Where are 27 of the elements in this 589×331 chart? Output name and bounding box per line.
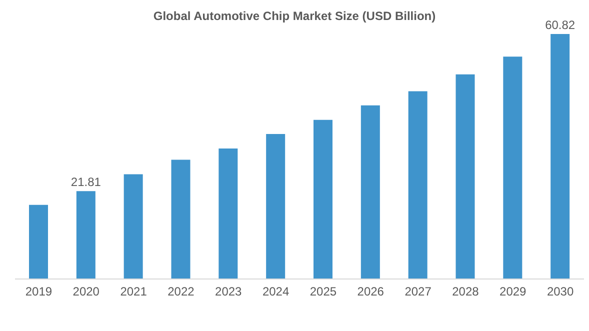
x-tick-label: 2019: [25, 284, 52, 299]
bar: [550, 34, 570, 279]
x-tick-label: 2020: [72, 284, 100, 299]
bar: [503, 56, 522, 279]
data-label: 21.81: [70, 175, 102, 190]
bar: [456, 74, 475, 279]
x-tick-label: 2024: [262, 284, 290, 299]
bar: [314, 120, 332, 279]
chart-title: Global Automotive Chip Market Size (USD Billion): [153, 9, 436, 23]
bar: [29, 204, 48, 279]
bar: [218, 148, 238, 279]
x-tick-label: 2022: [168, 284, 195, 299]
x-tick-label: 2028: [452, 284, 480, 299]
bar: [124, 174, 143, 279]
bar: [266, 134, 286, 279]
x-tick-label: 2030: [546, 284, 574, 299]
x-tick-label: 2027: [404, 284, 432, 299]
bar: [408, 91, 428, 279]
bar: [360, 105, 380, 279]
x-tick-label: 2029: [500, 284, 527, 299]
x-tick-label: 2025: [310, 284, 337, 299]
x-tick-label: 2023: [215, 284, 242, 299]
x-tick-label: 2026: [357, 284, 384, 299]
bar: [76, 191, 96, 279]
x-tick-label: 2021: [120, 284, 148, 299]
bar: [171, 160, 190, 279]
data-label: 60.82: [545, 18, 576, 32]
